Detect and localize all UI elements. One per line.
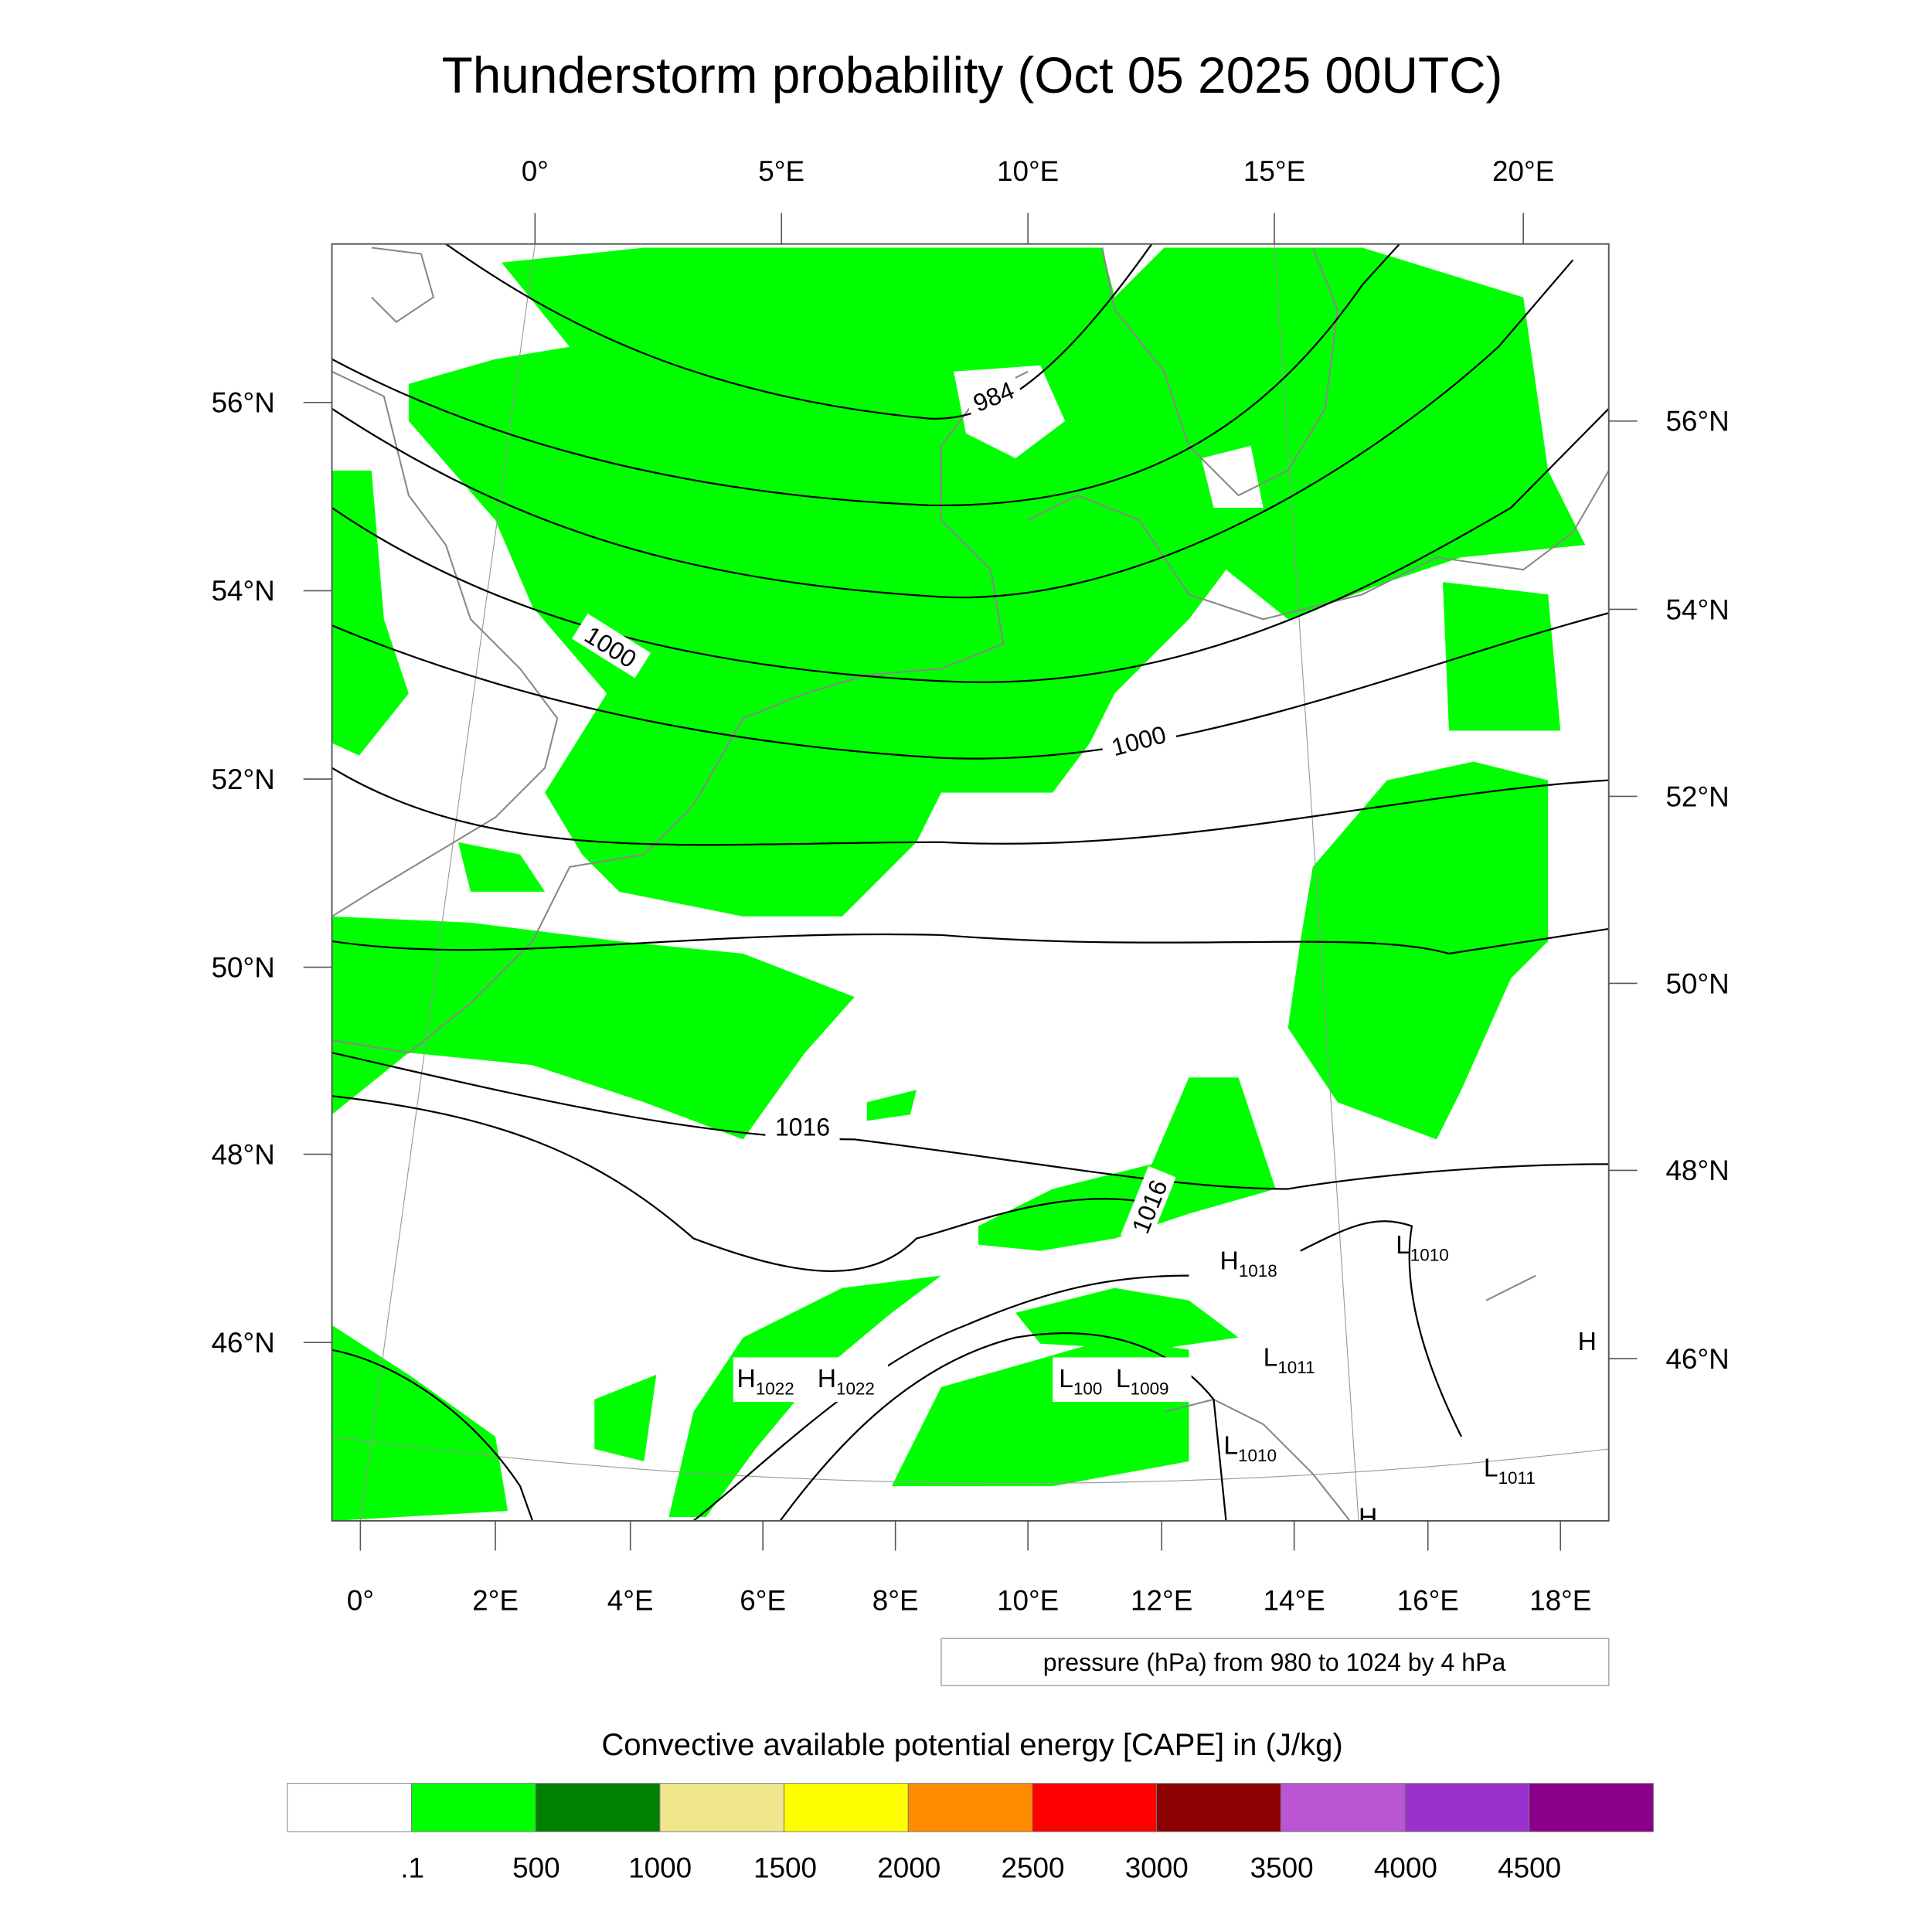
- lon-label: 5°E: [758, 155, 804, 187]
- lon-label: 6°E: [740, 1584, 786, 1616]
- lon-label: 14°E: [1264, 1584, 1325, 1616]
- lon-label: 10°E: [997, 1584, 1059, 1616]
- lon-label: 0°: [347, 1584, 374, 1616]
- colorbar-swatch: [784, 1783, 909, 1832]
- colorbar-labels: .1 500 1000 1500 2000 2500 3000 3500 400…: [400, 1852, 1561, 1883]
- lat-label: 48°N: [211, 1138, 274, 1170]
- coastlines: [332, 247, 1609, 1521]
- lon-label: 10°E: [997, 155, 1059, 187]
- lat-label: 46°N: [211, 1327, 274, 1359]
- colorbar-swatch: [1032, 1783, 1158, 1832]
- right-latitude-axis: 56°N 54°N 52°N 50°N 48°N 46°N: [1608, 406, 1730, 1375]
- bottom-longitude-axis: 0° 2°E 4°E 6°E 8°E 10°E 12°E 14°E 16°E 1…: [347, 1520, 1591, 1616]
- colorbar-swatch: [535, 1783, 661, 1832]
- low-pressure-label: L1009: [1116, 1365, 1169, 1399]
- figure-title: Thunderstorm probability (Oct 05 2025 00…: [442, 47, 1503, 104]
- lat-label: 46°N: [1665, 1343, 1729, 1375]
- lon-label: 0°: [522, 155, 549, 187]
- pressure-centers: H1022 H1022 L100 L1009 H1018 L1010 L1011…: [733, 1231, 1597, 1532]
- cape-shading: [332, 247, 1586, 1521]
- high-pressure-label: H1022: [818, 1365, 875, 1399]
- colorbar: [287, 1783, 1654, 1832]
- high-pressure-label: H1018: [1220, 1247, 1277, 1281]
- colorbar-swatch: [1156, 1783, 1281, 1832]
- contour-label: 1016: [775, 1114, 830, 1141]
- colorbar-label: 1000: [628, 1852, 692, 1883]
- cape-region: [594, 1374, 657, 1462]
- graticule: [332, 243, 1609, 1521]
- colorbar-label: 4500: [1498, 1852, 1561, 1883]
- contour-info-box: [940, 1638, 1610, 1686]
- lon-label: 18°E: [1529, 1584, 1591, 1616]
- high-pressure-label: H: [1359, 1503, 1377, 1532]
- colorbar-label: 2000: [877, 1852, 940, 1883]
- high-pressure-label: H1022: [737, 1365, 794, 1399]
- lat-label: 48°N: [1665, 1155, 1729, 1186]
- high-pressure-label: H: [1578, 1328, 1597, 1356]
- cape-region: [866, 1090, 917, 1121]
- contour-info-text: pressure (hPa) from 980 to 1024 by 4 hPa: [1043, 1648, 1506, 1676]
- lat-label: 54°N: [1665, 594, 1729, 625]
- lon-label: 12°E: [1131, 1584, 1192, 1616]
- cape-region: [457, 842, 546, 892]
- colorbar-swatch: [907, 1783, 1033, 1832]
- cape-region: [332, 916, 855, 1140]
- cape-region: [332, 470, 409, 756]
- cape-region: [668, 1275, 941, 1518]
- colorbar-label: .1: [400, 1852, 424, 1883]
- low-pressure-label: L1010: [1396, 1231, 1449, 1265]
- lat-label: 54°N: [211, 575, 274, 607]
- cape-region: [1442, 582, 1561, 731]
- isobars: [332, 243, 1609, 1521]
- lat-label: 56°N: [211, 387, 274, 419]
- top-longitude-axis: 0° 5°E 10°E 15°E 20°E: [522, 155, 1554, 244]
- lon-label: 8°E: [872, 1584, 919, 1616]
- lon-label: 2°E: [472, 1584, 519, 1616]
- lon-label: 4°E: [607, 1584, 654, 1616]
- colorbar-label: 3000: [1125, 1852, 1189, 1883]
- cape-region: [1287, 761, 1549, 1140]
- low-pressure-label: L1011: [1484, 1454, 1536, 1488]
- map-plot-area: 984 1000 1000 1016 1016 H1022 H1022 L100…: [332, 243, 1609, 1532]
- lat-label: 56°N: [1665, 406, 1729, 437]
- colorbar-swatch: [1280, 1783, 1406, 1832]
- lat-label: 52°N: [1665, 781, 1729, 812]
- colorbar-swatch: [1404, 1783, 1530, 1832]
- lat-label: 50°N: [211, 951, 274, 983]
- colorbar-label: 3500: [1250, 1852, 1314, 1883]
- colorbar-swatch: [1529, 1783, 1654, 1832]
- cape-region: [1015, 1287, 1239, 1350]
- colorbar-title: Convective available potential energy [C…: [601, 1728, 1342, 1762]
- colorbar-swatch: [411, 1783, 536, 1832]
- colorbar-label: 500: [512, 1852, 560, 1883]
- colorbar-label: 2500: [1002, 1852, 1065, 1883]
- low-pressure-label: L1010: [1223, 1431, 1277, 1465]
- lon-label: 16°E: [1397, 1584, 1459, 1616]
- colorbar-label: 1500: [753, 1852, 817, 1883]
- lon-label: 20°E: [1492, 155, 1554, 187]
- cape-region: [332, 1325, 509, 1521]
- colorbar-label: 4000: [1374, 1852, 1437, 1883]
- low-pressure-label: L100: [1059, 1365, 1102, 1399]
- map-frame: [331, 243, 1610, 1522]
- cape-region: [978, 1077, 1276, 1251]
- left-latitude-axis: 56°N 54°N 52°N 50°N 48°N 46°N: [211, 387, 332, 1359]
- colorbar-swatch: [287, 1783, 412, 1832]
- lat-label: 52°N: [211, 764, 274, 795]
- colorbar-swatch: [659, 1783, 785, 1832]
- cape-gap: [1201, 445, 1264, 509]
- cape-region: [408, 247, 1586, 917]
- low-pressure-label: L1011: [1264, 1344, 1315, 1378]
- lat-label: 50°N: [1665, 968, 1729, 999]
- lon-label: 15°E: [1243, 155, 1305, 187]
